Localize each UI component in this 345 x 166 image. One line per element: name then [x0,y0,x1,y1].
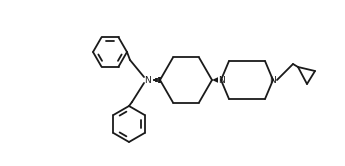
Text: N: N [144,76,150,84]
Text: N: N [218,76,224,84]
Polygon shape [212,77,218,83]
Text: N: N [270,76,276,84]
